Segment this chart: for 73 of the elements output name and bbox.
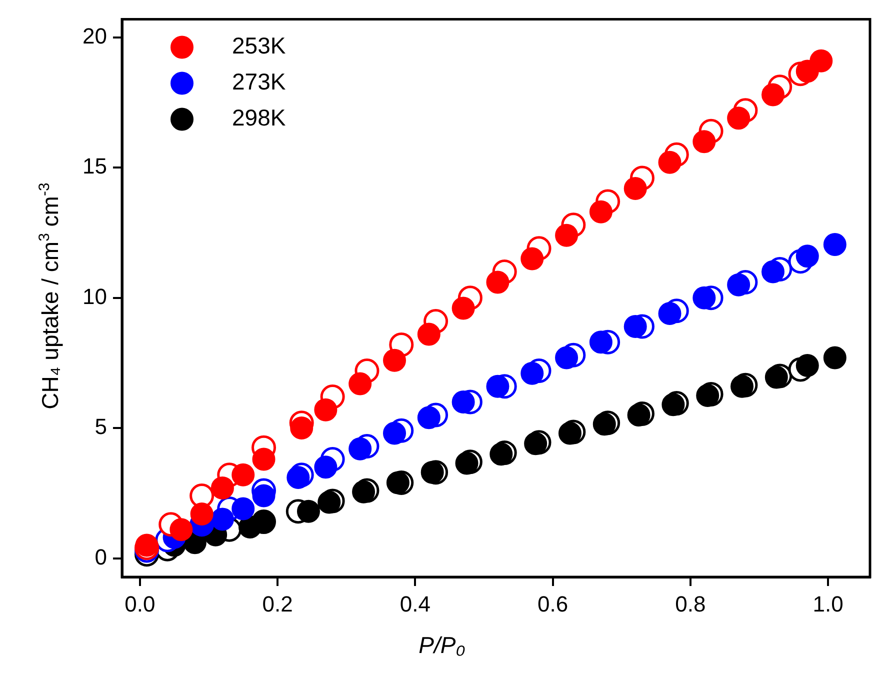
point xyxy=(383,348,406,372)
point xyxy=(658,150,682,174)
x-tick-label: 0.2 xyxy=(262,591,293,616)
legend-label: 298K xyxy=(232,104,286,131)
x-axis-title: P/P₀ xyxy=(418,632,466,659)
point xyxy=(727,106,750,130)
point xyxy=(761,83,784,106)
point xyxy=(823,346,846,370)
x-tick-label: 0.8 xyxy=(675,591,706,616)
point xyxy=(589,200,612,224)
point xyxy=(210,476,234,500)
point xyxy=(796,354,819,378)
point xyxy=(170,518,193,542)
point xyxy=(764,366,788,389)
point xyxy=(810,49,833,72)
point xyxy=(252,448,276,471)
legend-label: 253K xyxy=(232,32,286,59)
point xyxy=(558,422,582,445)
point xyxy=(692,286,716,310)
point xyxy=(318,490,341,514)
point xyxy=(592,412,616,436)
point xyxy=(190,502,214,526)
point xyxy=(452,296,475,320)
point xyxy=(417,406,440,430)
point xyxy=(296,500,320,523)
x-tick-label: 0.6 xyxy=(537,591,568,616)
point xyxy=(486,270,510,294)
point xyxy=(252,484,276,508)
y-tick-label: 5 xyxy=(94,414,107,440)
legend-label: 273K xyxy=(232,68,286,95)
point xyxy=(627,404,650,427)
point xyxy=(589,330,612,354)
point xyxy=(314,456,338,479)
point xyxy=(232,497,255,520)
point xyxy=(383,422,406,445)
y-tick-label: 20 xyxy=(82,23,107,48)
point xyxy=(452,390,475,414)
point xyxy=(286,466,310,490)
point xyxy=(520,362,544,385)
x-tick-label: 1.0 xyxy=(812,591,844,616)
point xyxy=(761,260,784,284)
point xyxy=(524,432,548,456)
point xyxy=(624,314,647,338)
point xyxy=(555,346,578,370)
point xyxy=(490,442,513,466)
point xyxy=(352,480,376,504)
point xyxy=(314,398,338,422)
point xyxy=(210,508,234,531)
point xyxy=(662,393,685,416)
point xyxy=(658,302,682,325)
point xyxy=(823,232,846,256)
point xyxy=(417,322,440,346)
point xyxy=(348,372,372,396)
point xyxy=(520,247,544,270)
point xyxy=(290,416,314,440)
x-tick-label: 0.4 xyxy=(400,591,430,616)
point xyxy=(232,463,255,486)
point xyxy=(696,384,720,407)
point xyxy=(486,374,510,398)
point xyxy=(386,471,410,494)
point xyxy=(692,130,716,154)
y-tick-label: 15 xyxy=(82,154,107,179)
x-tick-label: 0.0 xyxy=(124,591,156,616)
point xyxy=(624,176,647,200)
point xyxy=(555,224,578,247)
point xyxy=(348,437,372,460)
point xyxy=(455,452,478,475)
point xyxy=(796,244,819,268)
y-tick-label: 0 xyxy=(94,544,107,570)
point xyxy=(727,273,750,296)
y-tick-label: 10 xyxy=(82,284,107,309)
point xyxy=(420,460,444,484)
point xyxy=(730,374,754,398)
